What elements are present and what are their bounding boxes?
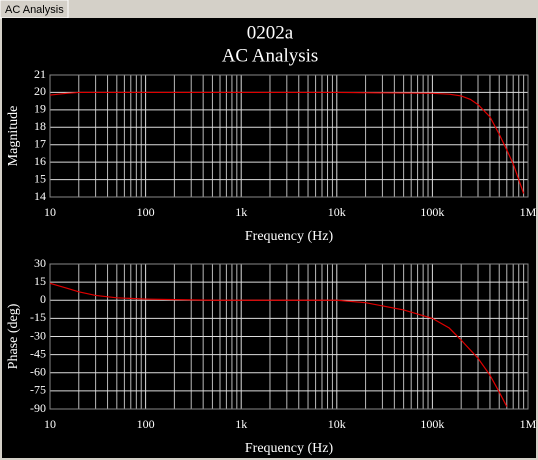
data-line <box>49 282 508 407</box>
chart-panel <box>2 18 536 458</box>
y-tick-label: 20 <box>34 84 46 98</box>
x-tick-label: 10 <box>44 205 56 219</box>
y-tick-label: -60 <box>30 365 46 379</box>
y-tick-label: 14 <box>34 189 46 203</box>
y-tick-label: 18 <box>34 119 46 133</box>
x-tick-label: 10k <box>328 417 346 431</box>
y-tick-label: 15 <box>34 274 46 288</box>
chart-subtitle: AC Analysis <box>222 45 319 66</box>
tab-label[interactable]: AC Analysis <box>5 4 64 16</box>
x-tick-label: 100 <box>137 417 155 431</box>
x-tick-label: 10 <box>44 417 56 431</box>
y-tick-label: -45 <box>30 346 46 360</box>
x-axis-label: Frequency (Hz) <box>245 229 334 244</box>
y-tick-label: -30 <box>30 328 46 342</box>
data-line <box>49 91 525 194</box>
y-tick-label: 17 <box>34 136 46 150</box>
x-tick-label: 1k <box>235 417 247 431</box>
y-tick-label: -75 <box>30 383 46 397</box>
y-tick-label: 15 <box>34 171 46 185</box>
x-tick-label: 1M <box>520 205 537 219</box>
y-tick-label: -90 <box>30 401 46 415</box>
y-tick-label: -15 <box>30 310 46 324</box>
x-tick-label: 100 <box>137 205 155 219</box>
plot-frame <box>49 74 529 198</box>
y-tick-label: 30 <box>34 256 46 270</box>
x-tick-label: 10k <box>328 205 346 219</box>
y-axis-label: Phase (deg) <box>6 303 21 369</box>
y-tick-label: 19 <box>34 102 46 116</box>
x-tick-label: 1M <box>520 417 537 431</box>
y-tick-label: 21 <box>34 67 46 81</box>
y-tick-label: 16 <box>34 154 46 168</box>
y-tick-label: 0 <box>40 292 46 306</box>
plot-frame <box>49 263 529 410</box>
x-tick-label: 100k <box>420 205 444 219</box>
x-tick-label: 1k <box>235 205 247 219</box>
y-axis-label: Magnitude <box>6 106 21 167</box>
x-axis-label: Frequency (Hz) <box>245 441 334 456</box>
x-tick-label: 100k <box>420 417 444 431</box>
chart-title: 0202a <box>247 22 294 43</box>
